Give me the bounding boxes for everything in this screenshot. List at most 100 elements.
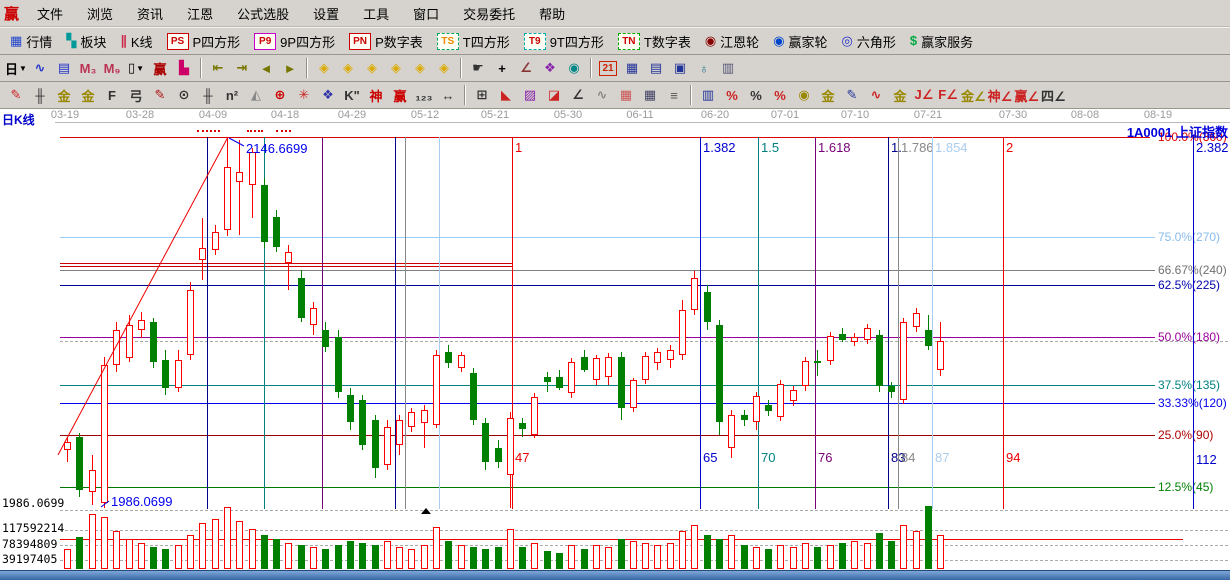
toolbar-button-trend-angle[interactable]: ∠ [566,84,590,106]
period-day-icon: 日 [5,61,19,77]
toolbar-button-next[interactable]: ► [278,57,302,79]
toolbar-button-pencil[interactable]: ✎ [4,84,28,106]
toolbar-button-computer[interactable]: ▥ [716,57,740,79]
toolbar-button-winner-mark[interactable]: 赢 [148,57,172,79]
toolbar-button-number-ruler[interactable]: ₁₂₃ [412,84,436,106]
toolbar-button-network[interactable]: ♁ [692,57,716,79]
toolbar-button-four-angle[interactable]: 四∠ [1040,84,1067,106]
toolbar-button-time-circle[interactable]: ⊙ [172,84,196,106]
menu-item-1[interactable]: 浏览 [87,6,114,22]
toolbar-button-diamond-h[interactable]: ◈ [360,57,384,79]
toolbar-button-notepad[interactable]: ▤ [644,57,668,79]
toolbar-button-gann-flower[interactable]: ❖ [538,57,562,79]
toolbar-button-wave-view[interactable]: ∿ [28,57,52,79]
toolbar-button-t-square[interactable]: TS T四方形 [431,30,516,53]
menu-item-9[interactable]: 帮助 [539,6,566,22]
toolbar-button-shen-tool[interactable]: 神 [364,84,388,106]
menu-item-0[interactable]: 文件 [37,6,64,22]
toolbar-button-arc-lines[interactable]: 弓 [124,84,148,106]
toolbar-button-gold-angle[interactable]: 金∠ [960,84,987,106]
toolbar-button-fib-lines[interactable]: F [100,84,124,106]
toolbar-button-brain-analysis[interactable]: ◉ [562,57,586,79]
toolbar-button-prev[interactable]: ◄ [254,57,278,79]
toolbar-button-list-view[interactable]: ▤ [52,57,76,79]
toolbar-button-kline[interactable]: ∥ K线 [114,30,158,53]
candle [507,418,514,475]
toolbar-button-win-angle[interactable]: 赢∠ [1013,84,1040,106]
toolbar-button-h-measure[interactable]: ↔ [436,84,460,106]
menu-item-3[interactable]: 江恩 [187,6,214,22]
toolbar-button-golden-section-v[interactable]: 金 [76,84,100,106]
menu-item-5[interactable]: 设置 [313,6,340,22]
toolbar-button-percent-line[interactable]: % [768,84,792,106]
toolbar-button-gold-angle0[interactable]: 金 [888,84,912,106]
toolbar-button-parallel-lines[interactable]: ≡ [662,84,686,106]
toolbar-button-p-square[interactable]: PS P四方形 [161,30,247,53]
toolbar-button-winner-service[interactable]: $ 赢家服务 [904,30,979,53]
toolbar-button-first-page[interactable]: ⇤ [206,57,230,79]
toolbar-button-hand-tool[interactable]: ☛ [466,57,490,79]
toolbar-button-brush[interactable]: ✎ [148,84,172,106]
toolbar-button-percent-drop[interactable]: % [720,84,744,106]
toolbar-button-fan-box[interactable]: ▨ [518,84,542,106]
number-ruler-icon: ₁₂₃ [415,87,433,103]
toolbar-button-grid-red[interactable]: ▦ [614,84,638,106]
toolbar-button-win-tool[interactable]: 赢 [388,84,412,106]
toolbar-button-mirror-angle[interactable]: ◭ [244,84,268,106]
toolbar-button-save[interactable]: ▣ [668,57,692,79]
toolbar-button-shen-angle[interactable]: 神∠ [987,84,1014,106]
toolbar-button-gann-wheel[interactable]: ◉ 江恩轮 [699,30,765,53]
toolbar-button-diamond-left[interactable]: ◈ [312,57,336,79]
toolbar-button-9t-square[interactable]: T9 9T四方形 [518,30,610,53]
toolbar-button-fan-square[interactable]: ◪ [542,84,566,106]
toolbar-button-time-ticks[interactable]: ╫ [28,84,52,106]
toolbar-button-crosshair-tool[interactable]: + [490,57,514,79]
toolbar-button-period-day[interactable]: 日 ▼ [4,57,28,79]
toolbar-button-sectors[interactable]: ▚ 板块 [60,30,112,53]
toolbar-button-calendar[interactable]: 21 [596,57,620,79]
toolbar-button-color-bars[interactable]: ▙ [172,57,196,79]
toolbar-button-f-angle[interactable]: F∠ [936,84,960,106]
toolbar-button-gold-line[interactable]: 金 [816,84,840,106]
menu-item-8[interactable]: 交易委托 [463,6,516,22]
toolbar-button-brush-v[interactable]: ✎ [840,84,864,106]
toolbar-button-diamond-plus[interactable]: ◈ [408,57,432,79]
toolbar-button-calculator[interactable]: ▦ [620,57,644,79]
toolbar-button-circle-cross[interactable]: ⊕ [268,84,292,106]
toolbar-button-gold-circle[interactable]: ◉ [792,84,816,106]
toolbar-button-wave-tool[interactable]: ∿ [590,84,614,106]
toolbar-button-wave-line[interactable]: ∿ [864,84,888,106]
toolbar-button-stat-panel[interactable]: ▥ [696,84,720,106]
toolbar-button-p-number-table[interactable]: PN P数字表 [343,30,429,53]
toolbar-button-candle-style[interactable]: ▯ ▼ [124,57,148,79]
toolbar-button-diamond-right[interactable]: ◈ [336,57,360,79]
toolbar-button-hexagon[interactable]: ◎ 六角形 [836,30,902,53]
toolbar-button-winner-wheel[interactable]: ◉ 赢家轮 [767,30,833,53]
toolbar-button-chart-3[interactable]: M₃ [76,57,100,79]
toolbar-button-percent[interactable]: % [744,84,768,106]
toolbar-button-last-page[interactable]: ⇥ [230,57,254,79]
toolbar-button-grid-box[interactable]: ⊞ [470,84,494,106]
toolbar-button-square-numbers[interactable]: n² [220,84,244,106]
toolbar-button-diamond-move[interactable]: ◈ [432,57,456,79]
toolbar-button-j-angle[interactable]: J∠ [912,84,936,106]
menu-item-7[interactable]: 窗口 [413,6,440,22]
toolbar-button-box-pattern[interactable]: ❖ [316,84,340,106]
toolbar-button-diamond-x[interactable]: ◈ [384,57,408,79]
toolbar-button-t-number-table[interactable]: TN T数字表 [612,30,697,53]
toolbar-button-star-grid[interactable]: ✳ [292,84,316,106]
toolbar-button-9p-square[interactable]: P9 9P四方形 [248,30,341,53]
menu-item-2[interactable]: 资讯 [137,6,164,22]
toolbar-button-grid-arrow[interactable]: ▦ [638,84,662,106]
toolbar-button-cycle-ticks[interactable]: ╫ [196,84,220,106]
menu-item-6[interactable]: 工具 [363,6,390,22]
toolbar-button-chart-9[interactable]: M₉ [100,57,124,79]
toolbar-button-angle-tool[interactable]: ∠ [514,57,538,79]
toolbar-view: 日 ▼ ∿ ▤ M₃ M₉ ▯ ▼ 赢 ▙ ⇤ ⇥ ◄ ► ◈ ◈ ◈ ◈ ◈ ◈ ☛ + ∠ ❖ ◉ 21 ▦ ▤ ▣ ♁ ▥ [0,55,1230,82]
menu-item-4[interactable]: 公式选股 [237,6,290,22]
toolbar-button-quotes[interactable]: ▦ 行情 [4,30,58,53]
toolbar-button-gann-fan[interactable]: ◣ [494,84,518,106]
toolbar-button-golden-section-h[interactable]: 金 [52,84,76,106]
toolbar-button-k-mark[interactable]: K" [340,84,364,106]
